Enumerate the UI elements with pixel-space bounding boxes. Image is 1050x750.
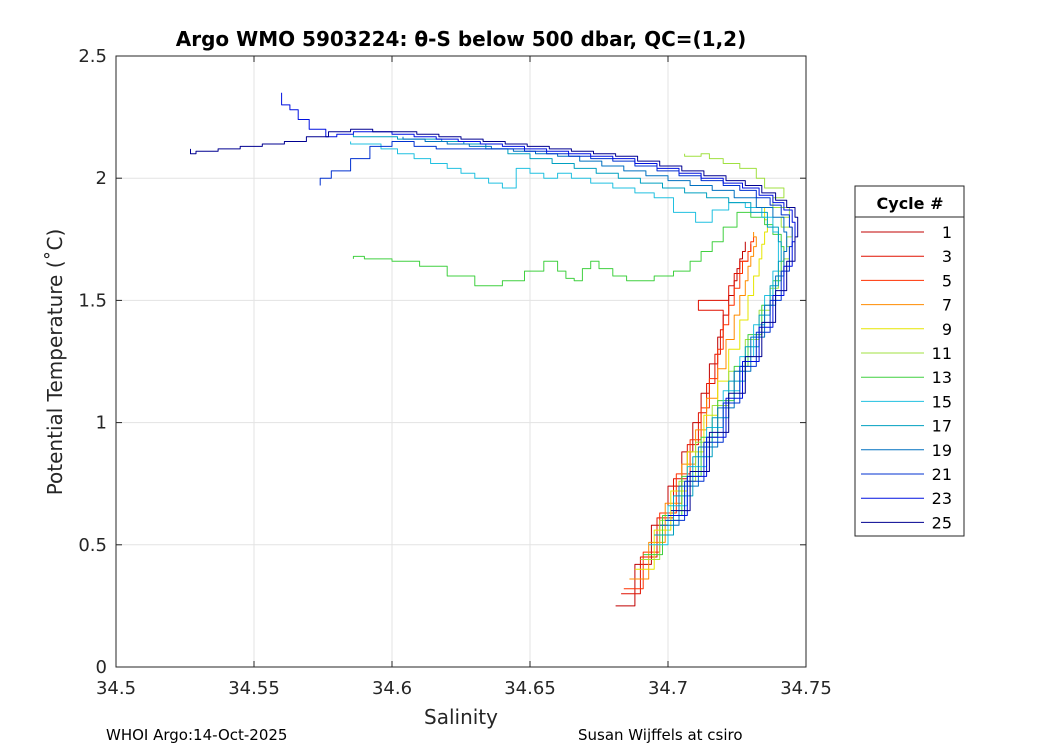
axis-ticks: 34.5 34.55 34.6 34.65 34.7 34.75 0 0.5 1 1.5 2 2.5 [78,46,831,699]
legend-title: Cycle # [877,194,944,213]
legend-label-cycle-23: 23 [932,489,952,508]
x-tick-label: 34.65 [504,678,556,699]
y-tick-label: 0.5 [78,535,107,556]
grid [115,55,807,668]
x-tick-label: 34.7 [648,678,688,699]
x-tick-label: 34.5 [96,678,136,699]
x-tick-label: 34.6 [372,678,412,699]
series-line-cycle-25 [190,128,799,512]
y-tick-label: 1 [96,413,107,434]
legend-label-cycle-17: 17 [932,417,952,436]
series-line-cycle-5 [623,236,755,590]
series-group [190,92,799,607]
footer-credit-left: WHOI Argo:14-Oct-2025 [106,726,288,744]
series-line-cycle-23 [281,92,796,516]
y-axis-label: Potential Temperature (˚C) [43,229,67,496]
y-tick-label: 2.5 [78,46,107,67]
legend-label-cycle-11: 11 [932,344,952,363]
plot-area [116,56,806,667]
legend-label-cycle-19: 19 [932,441,952,460]
x-tick-label: 34.75 [780,678,832,699]
chart-title: Argo WMO 5903224: θ-S below 500 dbar, QC… [176,27,746,51]
y-tick-label: 0 [96,657,107,678]
series-line-cycle-21 [319,141,793,521]
legend-label-cycle-3: 3 [942,247,952,266]
legend-label-cycle-1: 1 [942,223,952,242]
series-line-cycle-15 [350,141,779,546]
legend-label-cycle-25: 25 [932,513,952,532]
legend-label-cycle-13: 13 [932,368,952,387]
x-axis-label: Salinity [424,705,498,729]
legend-label-cycle-9: 9 [942,320,952,339]
plot-frame [115,55,807,668]
footer-credit-right: Susan Wijffels at csiro [578,726,743,744]
legend-label-cycle-15: 15 [932,392,952,411]
legend-box [854,185,965,537]
legend-label-cycle-21: 21 [932,465,952,484]
x-tick-label: 34.55 [228,678,280,699]
y-tick-label: 1.5 [78,290,107,311]
legend-label-cycle-7: 7 [942,296,952,315]
legend-label-cycle-5: 5 [942,271,952,290]
y-tick-label: 2 [96,168,107,189]
